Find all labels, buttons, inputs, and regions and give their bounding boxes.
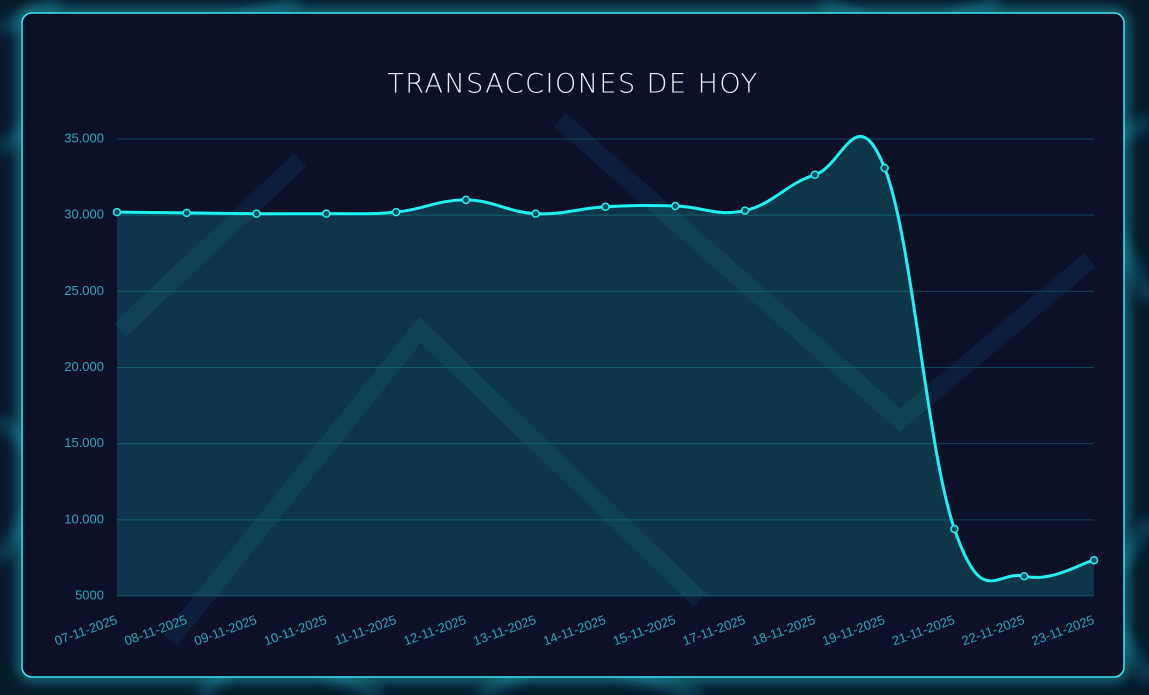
- chart-title: TRANSACCIONES DE HOY: [387, 69, 758, 100]
- point: [810, 170, 820, 180]
- y-tick-label: 20.000: [64, 359, 104, 374]
- card: [21, 12, 1125, 678]
- point: [740, 206, 750, 215]
- y-tick-label: 30.000: [64, 207, 104, 222]
- y-tick-label: 35.000: [64, 130, 104, 145]
- point: [322, 209, 331, 218]
- point: [531, 209, 540, 218]
- point: [252, 209, 261, 218]
- point: [1019, 571, 1029, 581]
- inner-network: [113, 113, 1096, 646]
- point: [601, 202, 610, 212]
- point: [950, 524, 959, 534]
- point: [182, 208, 192, 218]
- point: [671, 201, 680, 211]
- point: [461, 195, 471, 205]
- y-tick-label: 5000: [75, 587, 104, 602]
- area: [117, 136, 1094, 596]
- point: [112, 207, 122, 217]
- point: [880, 163, 889, 173]
- y-tick-label: 15.000: [64, 435, 104, 450]
- y-tick-label: 25.000: [64, 283, 104, 298]
- point: [1089, 555, 1099, 565]
- point: [391, 207, 401, 217]
- y-tick-label: 10.000: [64, 511, 104, 526]
